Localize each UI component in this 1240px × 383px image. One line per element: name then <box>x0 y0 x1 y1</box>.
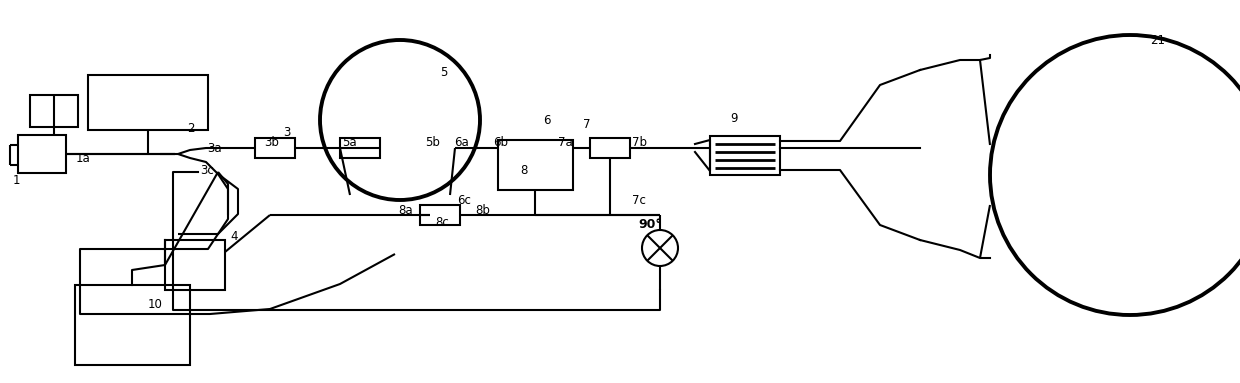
Text: 1a: 1a <box>76 152 91 165</box>
Text: 1: 1 <box>12 173 21 187</box>
Bar <box>88 75 208 130</box>
Text: 8a: 8a <box>398 203 413 216</box>
Text: 2: 2 <box>187 121 195 134</box>
Bar <box>711 136 780 175</box>
Text: 7: 7 <box>583 118 590 131</box>
Bar <box>340 138 379 158</box>
Text: 10: 10 <box>148 298 162 311</box>
Text: 7b: 7b <box>632 136 647 149</box>
Bar <box>498 140 573 190</box>
Text: 3a: 3a <box>207 141 222 154</box>
Text: 7c: 7c <box>632 193 646 206</box>
Text: 5b: 5b <box>425 136 440 149</box>
Bar <box>165 240 224 290</box>
Bar <box>590 138 630 158</box>
Text: 90°: 90° <box>639 218 662 231</box>
Bar <box>74 285 190 365</box>
Text: 3b: 3b <box>264 136 279 149</box>
Text: 6b: 6b <box>494 136 508 149</box>
Text: 9: 9 <box>730 111 738 124</box>
Text: 8b: 8b <box>475 203 490 216</box>
Text: 3: 3 <box>283 126 290 139</box>
Text: 6c: 6c <box>458 193 471 206</box>
Bar <box>30 95 78 127</box>
Bar <box>255 138 295 158</box>
Text: 21: 21 <box>1149 33 1166 46</box>
Text: 6a: 6a <box>454 136 469 149</box>
Bar <box>19 135 66 173</box>
Text: 7a: 7a <box>558 136 573 149</box>
Text: 4: 4 <box>229 231 238 244</box>
Text: 6: 6 <box>543 113 551 126</box>
Text: 8: 8 <box>520 164 527 177</box>
Text: 5: 5 <box>440 65 448 79</box>
Text: 3c: 3c <box>200 164 213 177</box>
Text: 8c: 8c <box>435 216 449 229</box>
Bar <box>420 205 460 225</box>
Text: 5a: 5a <box>342 136 357 149</box>
